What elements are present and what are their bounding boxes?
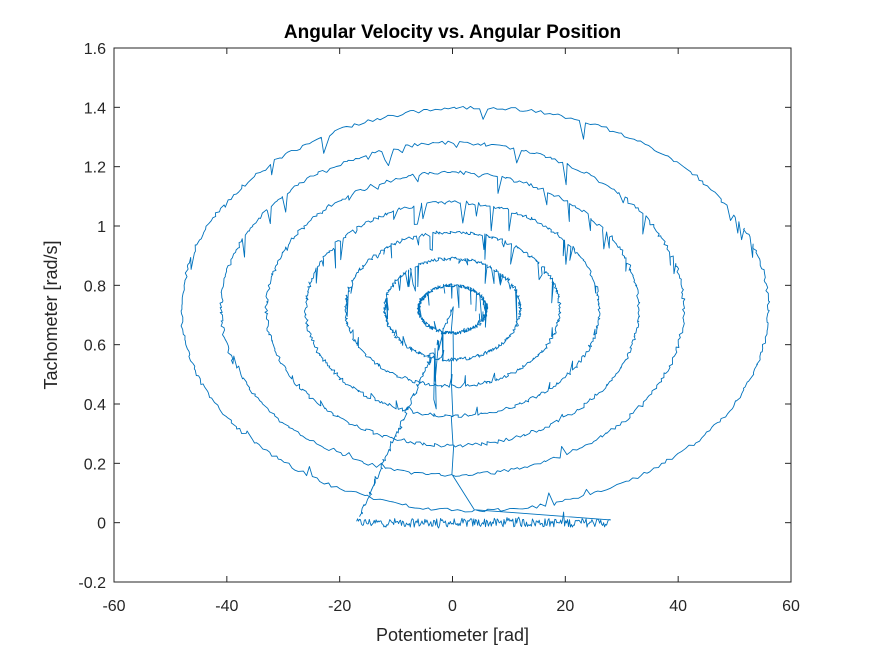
x-axis-label: Potentiometer [rad] [376,625,529,645]
x-tick-label: 20 [556,598,574,615]
y-tick-label: 1.6 [84,41,106,58]
x-tick-label: -60 [102,598,125,615]
y-axis-label: Tachometer [rad/s] [41,240,61,389]
y-tick-label: 1.2 [84,160,106,177]
y-tick-label: 0.6 [84,338,106,355]
series-line [180,105,771,529]
y-tick-label: 0.4 [84,397,106,414]
data-layer [180,105,771,529]
x-tick-label: 0 [448,598,457,615]
x-tick-label: 40 [669,598,687,615]
y-tick-label: 0 [97,516,106,533]
y-tick-label: 1.4 [84,100,106,117]
x-tick-label: 60 [782,598,800,615]
x-axis-ticks: -60 -40 -20 0 20 40 60 [102,48,800,615]
y-tick-label: 0.8 [84,278,106,295]
y-tick-label: 1 [97,219,106,236]
y-tick-label: -0.2 [78,575,106,592]
y-axis-ticks: -0.2 0 0.2 0.4 0.6 0.8 1 1.2 1.4 1.6 [78,41,791,592]
x-tick-label: -20 [328,598,351,615]
chart-title: Angular Velocity vs. Angular Position [284,22,621,43]
x-tick-label: -40 [215,598,238,615]
y-tick-label: 0.2 [84,456,106,473]
